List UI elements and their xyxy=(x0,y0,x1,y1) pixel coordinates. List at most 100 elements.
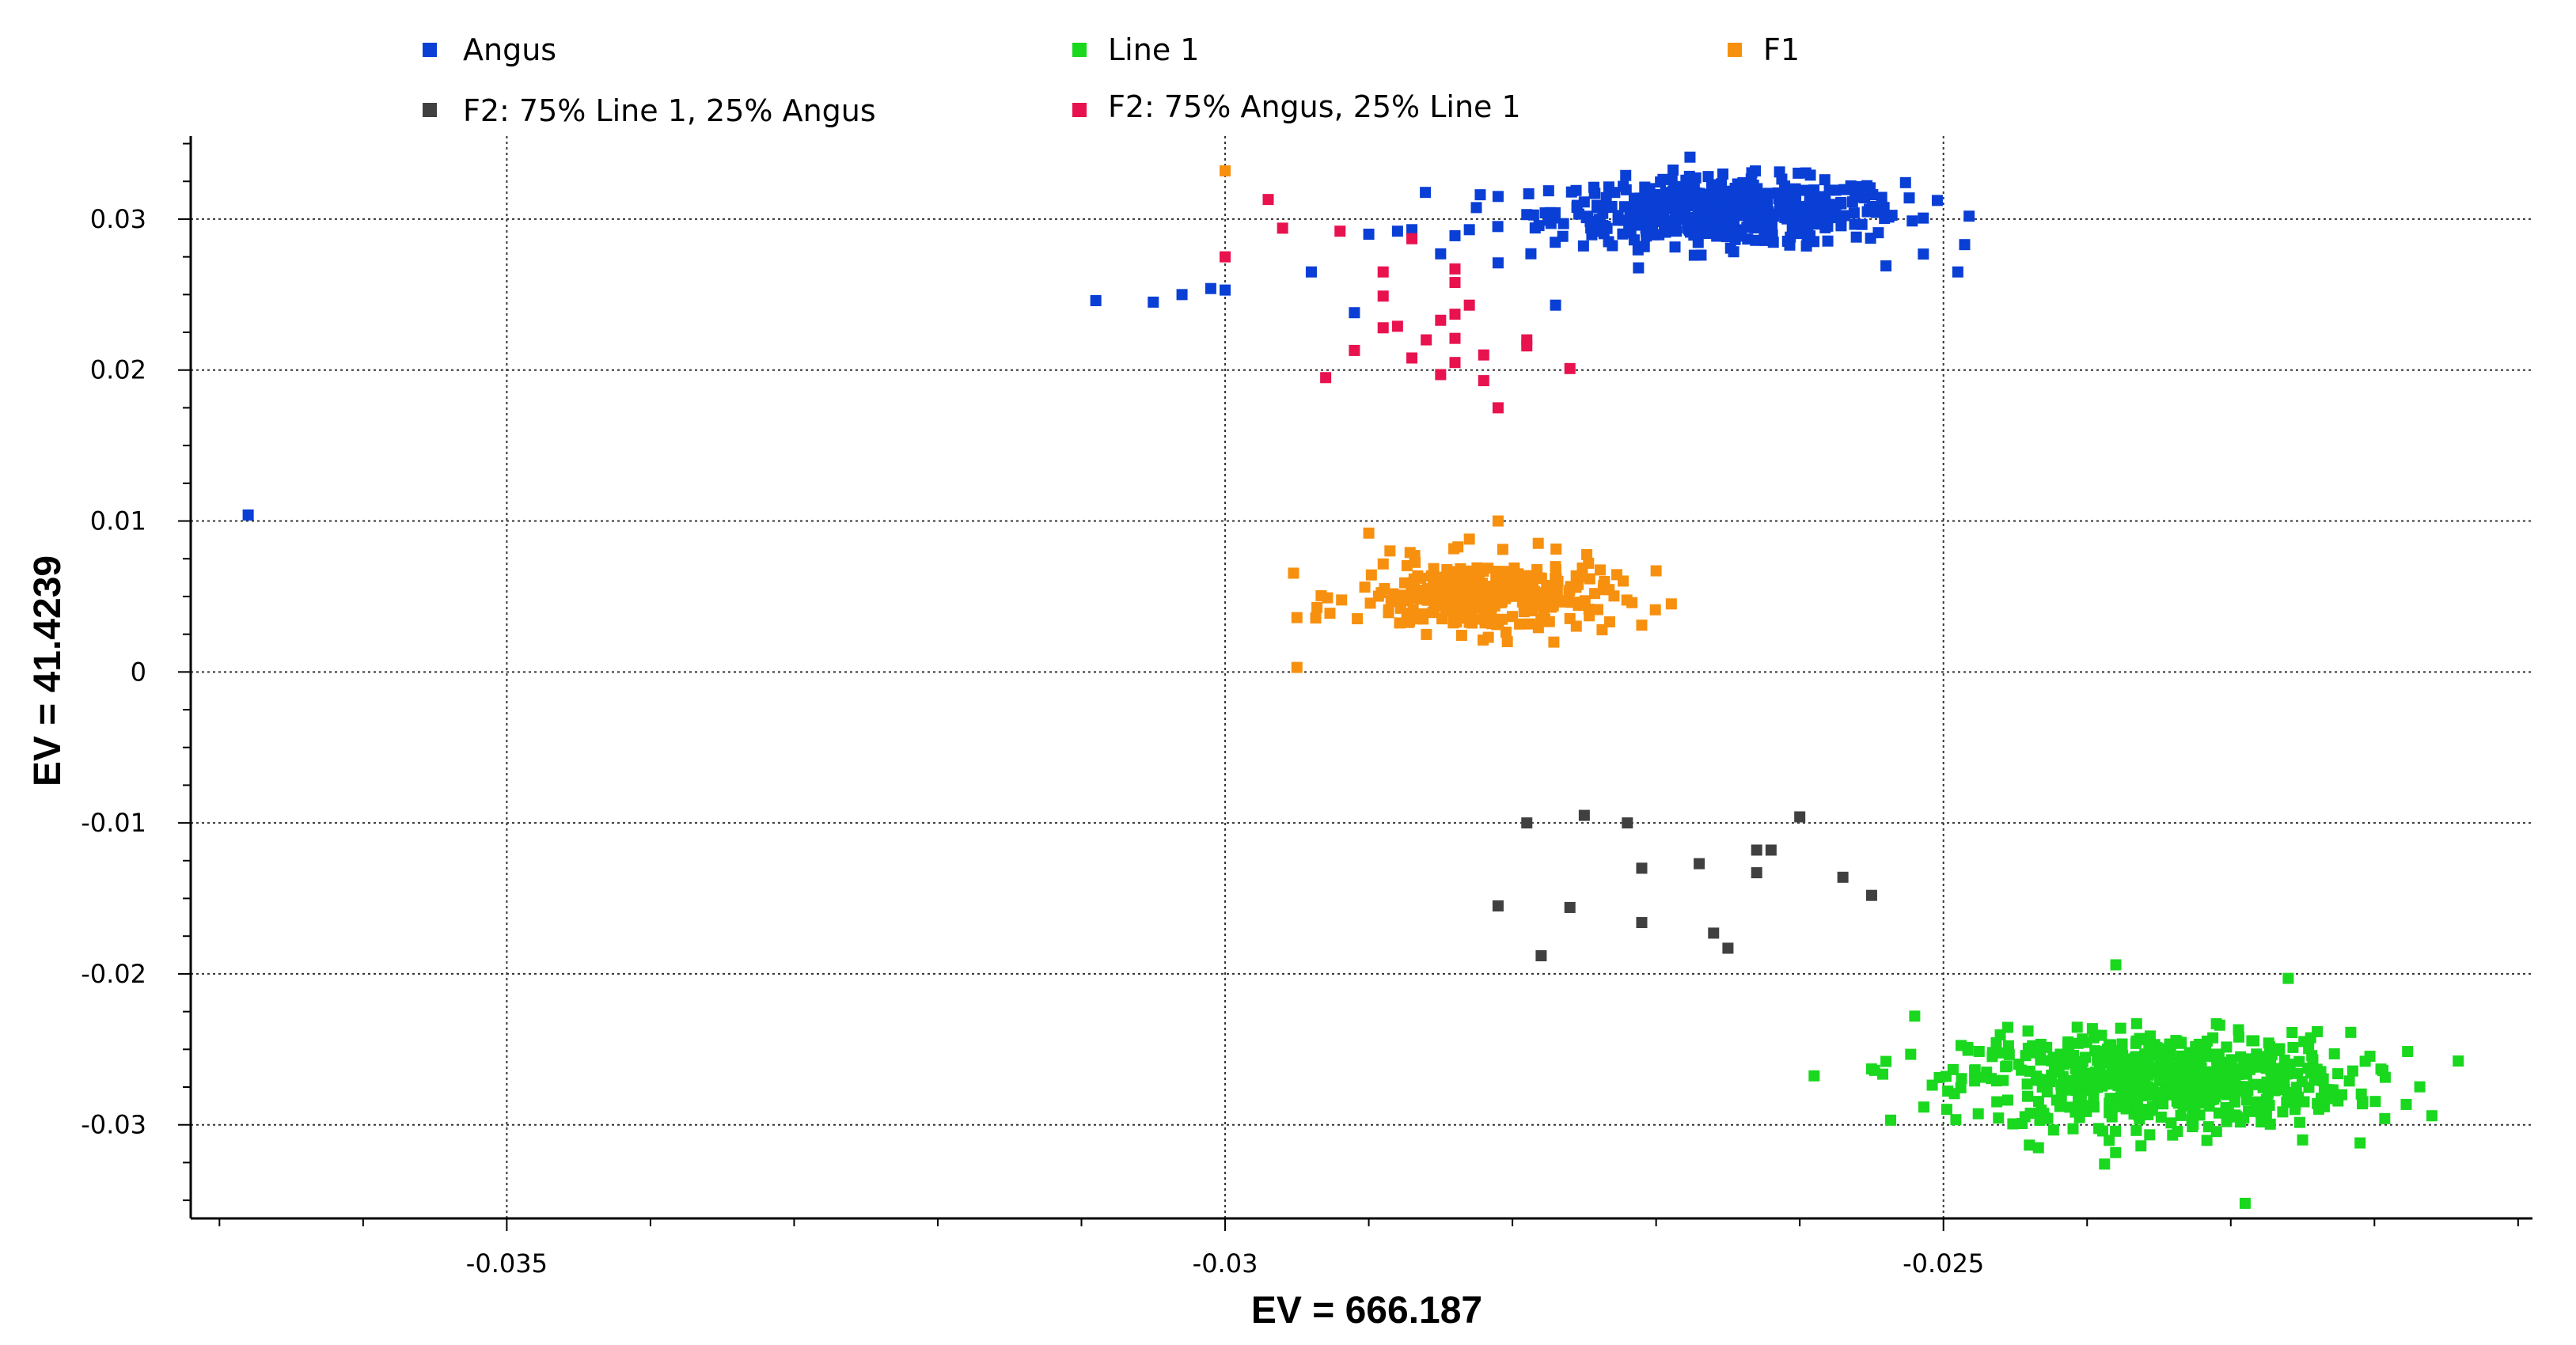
data-point xyxy=(1691,193,1703,205)
data-point xyxy=(2036,1081,2048,1093)
data-point xyxy=(1535,950,1547,962)
data-point xyxy=(1636,917,1648,929)
data-point xyxy=(2214,1085,2225,1097)
data-point xyxy=(1529,222,1541,234)
data-point xyxy=(2165,1117,2177,1129)
data-point xyxy=(1394,617,1406,629)
data-point xyxy=(1455,630,1467,642)
data-point xyxy=(2032,1096,2044,1108)
data-point xyxy=(1447,612,1459,623)
data-point xyxy=(1492,221,1504,233)
data-point xyxy=(1404,547,1416,559)
data-point xyxy=(1383,607,1394,619)
data-point xyxy=(1501,566,1513,578)
data-point xyxy=(2074,1090,2086,1102)
legend-label-f2-angus: F2: 75% Angus, 25% Line 1 xyxy=(1108,89,1521,124)
data-point xyxy=(2379,1112,2391,1124)
data-point xyxy=(2343,1075,2355,1087)
data-point xyxy=(2345,1026,2357,1038)
data-point xyxy=(1638,241,1650,252)
data-point xyxy=(1626,213,1638,225)
data-point xyxy=(1859,192,1871,204)
data-point xyxy=(2111,1101,2123,1112)
axes xyxy=(189,136,2532,1220)
data-point xyxy=(2144,1030,2156,1042)
data-point xyxy=(2103,1042,2115,1054)
data-point xyxy=(2035,1054,2047,1066)
data-point xyxy=(1564,901,1576,913)
data-point xyxy=(2131,1087,2143,1099)
series-4 xyxy=(1220,194,1576,414)
data-point xyxy=(1384,545,1396,557)
data-point xyxy=(1757,213,1769,225)
data-point xyxy=(1878,202,1890,214)
data-point xyxy=(1683,170,1695,182)
data-point xyxy=(1717,168,1729,180)
data-point xyxy=(2021,1078,2033,1090)
data-point xyxy=(2099,1158,2111,1170)
data-point xyxy=(2007,1118,2019,1130)
data-point xyxy=(1969,1075,1981,1087)
data-point xyxy=(1441,564,1453,576)
data-point xyxy=(1906,215,1918,227)
data-point xyxy=(1220,165,1231,176)
data-point xyxy=(2287,1041,2299,1053)
data-point xyxy=(1448,543,1460,555)
data-point xyxy=(2214,1065,2226,1077)
data-point xyxy=(2356,1098,2368,1110)
data-point xyxy=(1501,636,1513,648)
y-tick-label: -0.01 xyxy=(81,808,146,838)
data-point xyxy=(1956,1073,1967,1085)
data-point xyxy=(1702,171,1714,183)
data-point xyxy=(1677,183,1689,195)
data-point xyxy=(1671,225,1683,237)
data-point xyxy=(1377,266,1389,278)
data-point xyxy=(2133,1109,2145,1121)
data-point xyxy=(1684,151,1696,163)
data-point xyxy=(2081,1036,2092,1048)
legend-label-angus: Angus xyxy=(463,32,556,67)
data-point xyxy=(1449,332,1461,344)
data-point xyxy=(2238,1112,2250,1123)
data-point xyxy=(1363,229,1375,241)
data-point xyxy=(1315,589,1327,601)
data-point xyxy=(1420,187,1432,199)
data-point xyxy=(1837,871,1849,883)
data-point xyxy=(2241,1053,2253,1065)
data-point xyxy=(2065,1084,2077,1096)
data-point xyxy=(1334,225,1346,237)
data-point xyxy=(2328,1048,2340,1059)
data-point xyxy=(1584,610,1595,622)
data-point xyxy=(242,509,254,521)
data-point xyxy=(2114,1092,2126,1104)
data-point xyxy=(1918,248,1929,260)
data-point xyxy=(1850,231,1862,243)
data-point xyxy=(2002,1040,2014,1051)
data-point xyxy=(2143,1043,2155,1055)
data-point xyxy=(1762,188,1774,199)
data-point xyxy=(1592,199,1603,211)
data-point xyxy=(2261,1076,2273,1088)
legend-item-f2-line1: F2: 75% Line 1, 25% Angus xyxy=(423,93,876,128)
data-point xyxy=(2003,1048,2015,1060)
data-point xyxy=(1620,184,1632,195)
data-point xyxy=(1621,594,1633,606)
data-point xyxy=(1808,236,1820,248)
data-point xyxy=(2072,1037,2084,1049)
data-point xyxy=(1649,604,1661,616)
data-point xyxy=(2055,1079,2067,1091)
data-point xyxy=(1458,608,1470,619)
data-point xyxy=(1375,587,1387,599)
data-point xyxy=(1262,194,1274,206)
data-point xyxy=(1942,1085,1954,1097)
data-point xyxy=(1500,626,1512,638)
data-point xyxy=(1661,223,1673,235)
data-point xyxy=(1683,225,1695,237)
data-point xyxy=(1848,207,1860,219)
data-point xyxy=(1950,1114,1962,1126)
data-point xyxy=(2233,1031,2244,1043)
data-point xyxy=(2346,1065,2358,1077)
data-point xyxy=(2221,1041,2233,1053)
data-point xyxy=(2322,1084,2334,1096)
data-point xyxy=(1711,197,1723,209)
